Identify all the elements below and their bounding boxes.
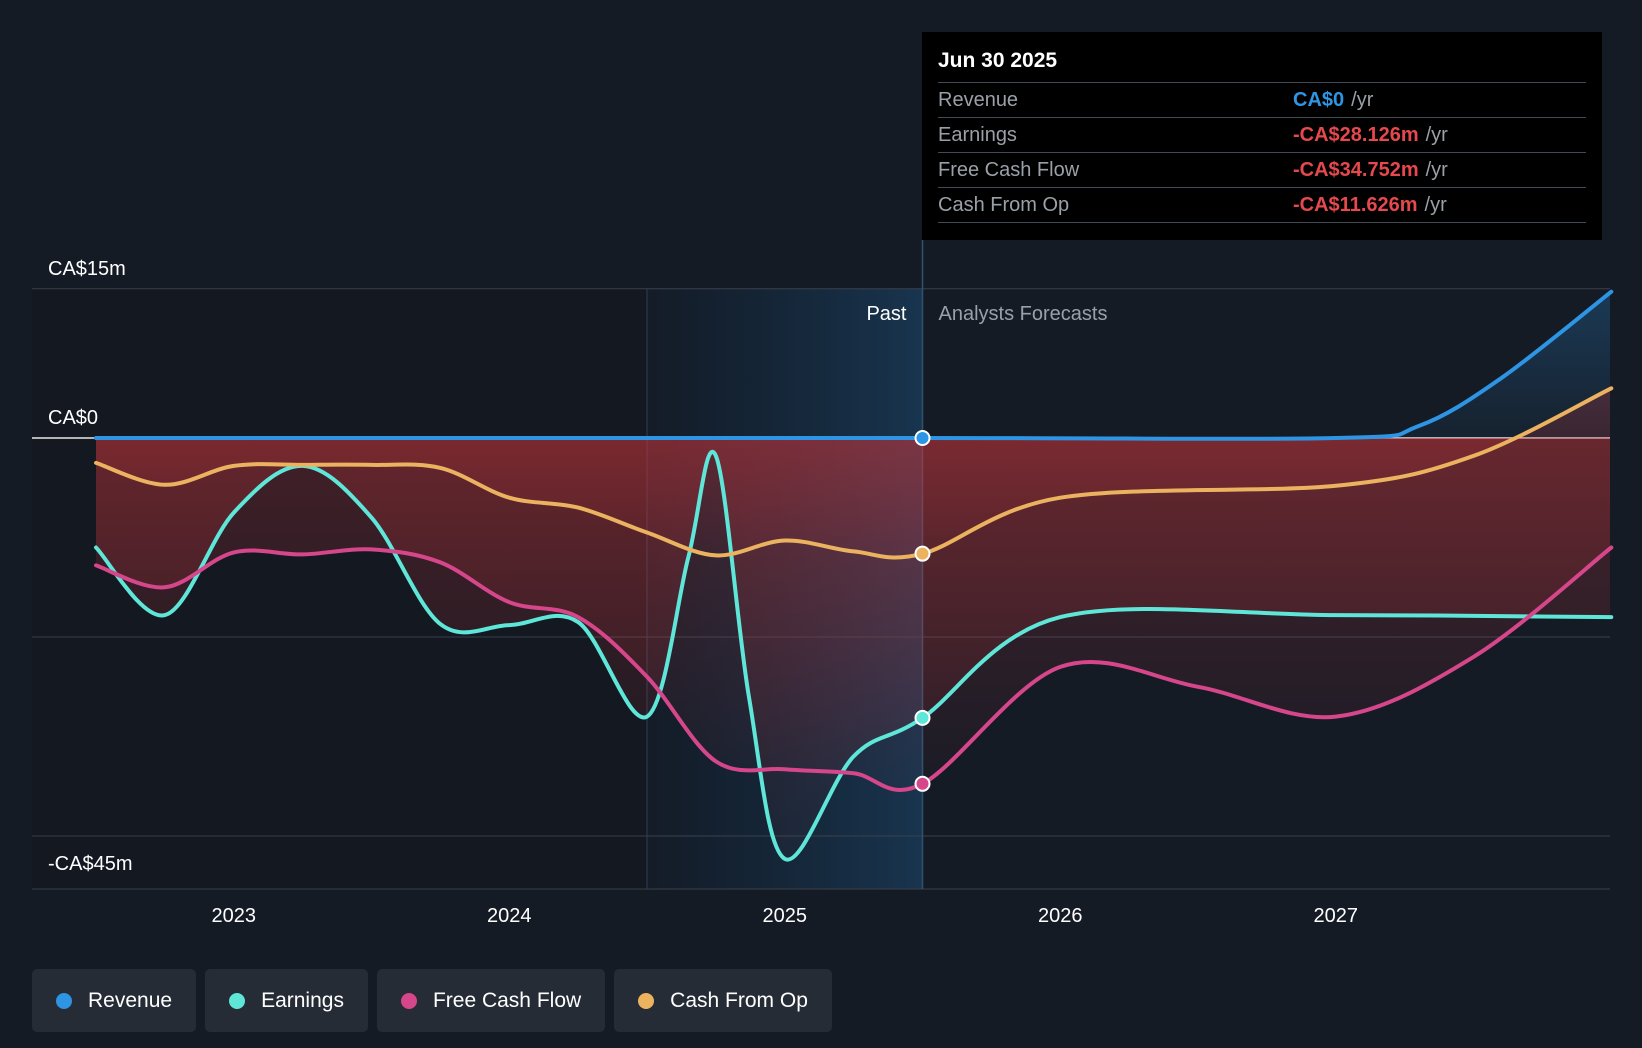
x-tick-label: 2023 <box>212 905 257 927</box>
marker-free-cash-flow <box>914 775 931 792</box>
financial-chart: CA$15m CA$0 -CA$45m 2023 2024 2025 2026 2027 Pas… <box>32 240 1614 927</box>
x-tick-label: 2027 <box>1314 905 1359 927</box>
tooltip-row-value: -CA$28.126m <box>1293 124 1419 146</box>
tooltip-row-label: Revenue <box>938 89 1019 111</box>
legend: Revenue Earnings Free Cash Flow Cash From O… <box>32 969 832 1032</box>
x-tick-label: 2024 <box>487 905 532 927</box>
tooltip-row-label: Free Cash Flow <box>938 159 1080 181</box>
tooltip-row: Free Cash Flow -CA$34.752m/yr <box>938 152 1586 187</box>
tooltip-row-unit: /yr <box>1351 89 1374 111</box>
tooltip-row-value: -CA$34.752m <box>1293 159 1419 181</box>
legend-label: Revenue <box>88 988 173 1012</box>
x-tick-label: 2025 <box>763 905 808 927</box>
marker-cash-from-op <box>914 545 931 562</box>
legend-label: Earnings <box>261 988 344 1012</box>
line-cash-from-op <box>94 386 1614 560</box>
tooltip-row-unit: /yr <box>1425 159 1448 181</box>
tooltip-row-label: Earnings <box>938 124 1017 146</box>
marker-earnings <box>914 709 931 726</box>
tooltip-row-value: -CA$11.626m <box>1293 194 1418 216</box>
legend-item-earnings[interactable]: Earnings <box>205 969 368 1032</box>
area-cash-from-op <box>96 388 1610 558</box>
legend-label: Cash From Op <box>670 988 808 1012</box>
tooltip-row: Revenue CA$0/yr <box>938 82 1586 117</box>
legend-dot-icon <box>400 992 417 1009</box>
y-axis-label: CA$15m <box>48 258 126 280</box>
line-free-cash-flow <box>94 545 1614 792</box>
tooltip-date: Jun 30 2025 <box>938 49 1058 72</box>
legend-dot-icon <box>229 992 246 1009</box>
marker-revenue <box>914 430 931 446</box>
legend-item-revenue[interactable]: Revenue <box>32 969 197 1032</box>
tooltip-row-unit: /yr <box>1425 124 1448 146</box>
past-label: Past <box>866 303 906 325</box>
legend-item-free-cash-flow[interactable]: Free Cash Flow <box>376 969 606 1032</box>
legend-label: Free Cash Flow <box>432 988 582 1012</box>
tooltip-row: Cash From Op -CA$11.626m/yr <box>938 187 1586 223</box>
tooltip-panel: Jun 30 2025 Revenue CA$0/yr Earnings -CA$28… <box>922 32 1602 240</box>
legend-dot-icon <box>638 992 655 1009</box>
tooltip-row-label: Cash From Op <box>938 194 1070 216</box>
x-tick-label: 2026 <box>1038 905 1083 927</box>
tooltip-row-unit: /yr <box>1424 194 1447 216</box>
tooltip-row: Earnings -CA$28.126m/yr <box>938 117 1586 152</box>
legend-dot-icon <box>56 992 72 1009</box>
area-revenue <box>96 292 1610 439</box>
y-axis-label: CA$0 <box>48 407 98 429</box>
forecast-label: Analysts Forecasts <box>939 303 1108 325</box>
line-earnings <box>94 450 1614 862</box>
tooltip-row-value: CA$0 <box>1293 89 1345 111</box>
y-axis-label: -CA$45m <box>48 853 132 875</box>
area-free-cash-flow <box>96 438 1610 790</box>
legend-item-cash-from-op[interactable]: Cash From Op <box>614 969 832 1032</box>
line-revenue <box>94 289 1614 441</box>
